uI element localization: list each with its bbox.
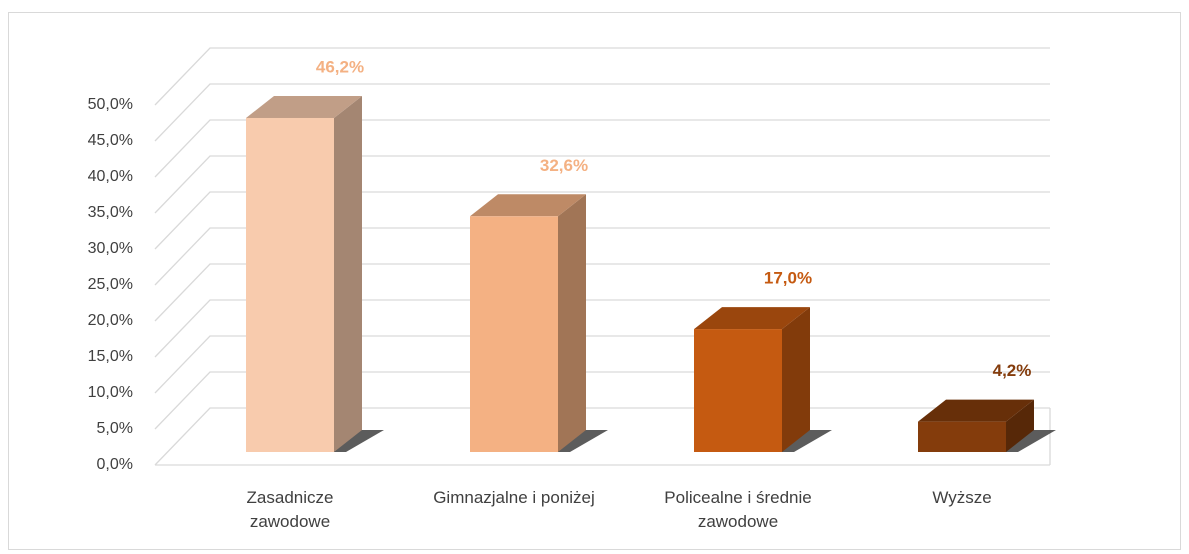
chart-frame bbox=[8, 12, 1181, 550]
y-tick-label: 5,0% bbox=[97, 420, 133, 437]
y-tick-label: 15,0% bbox=[88, 348, 133, 365]
grid-line bbox=[154, 191, 1050, 250]
grid-line bbox=[154, 83, 1050, 142]
y-tick-label: 25,0% bbox=[88, 276, 133, 293]
grid-line bbox=[154, 47, 1050, 106]
grid-line bbox=[154, 155, 1050, 214]
bar-top bbox=[470, 194, 586, 217]
grid-line bbox=[154, 263, 1050, 322]
y-tick-label: 40,0% bbox=[88, 168, 133, 185]
bar bbox=[246, 117, 334, 452]
bar bbox=[470, 216, 558, 452]
x-tick-label: Gimnazjalne i poniżej bbox=[433, 488, 595, 507]
grid-line bbox=[154, 227, 1050, 286]
y-tick-label: 50,0% bbox=[88, 96, 133, 113]
value-label: 4,2% bbox=[993, 361, 1032, 380]
value-label: 46,2% bbox=[316, 57, 364, 76]
bar-side bbox=[334, 95, 362, 452]
bar bbox=[694, 329, 782, 452]
y-tick-label: 0,0% bbox=[97, 456, 133, 473]
value-label: 17,0% bbox=[764, 269, 812, 288]
bar-top bbox=[918, 399, 1034, 422]
bar-side bbox=[782, 307, 810, 452]
y-tick-label: 30,0% bbox=[88, 240, 133, 257]
bar-side bbox=[1006, 399, 1034, 452]
grid-line bbox=[154, 299, 1050, 358]
y-tick-label: 45,0% bbox=[88, 132, 133, 149]
x-tick-label: Wyższe bbox=[932, 488, 992, 507]
value-label: 32,6% bbox=[540, 156, 588, 175]
x-tick-label: Zasadnicze zawodowe bbox=[246, 488, 334, 531]
y-tick-label: 35,0% bbox=[88, 204, 133, 221]
x-tick-label: Policealne i średnie zawodowe bbox=[664, 488, 812, 531]
bar bbox=[918, 421, 1006, 452]
bar-top bbox=[694, 307, 810, 330]
bar-top bbox=[246, 95, 362, 118]
y-tick-label: 20,0% bbox=[88, 312, 133, 329]
grid-line bbox=[154, 119, 1050, 178]
y-tick-label: 10,0% bbox=[88, 384, 133, 401]
bar-side bbox=[558, 194, 586, 452]
